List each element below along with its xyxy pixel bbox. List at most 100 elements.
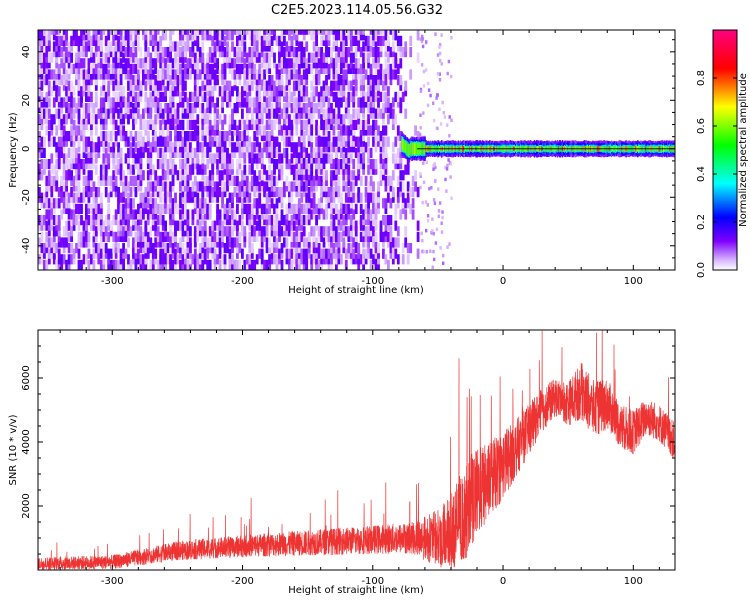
heatmap-cell — [396, 175, 400, 186]
heatmap-cell — [241, 35, 244, 46]
heatmap-cell — [139, 131, 143, 142]
heatmap-cell — [367, 203, 370, 214]
heatmap-cell — [184, 47, 187, 58]
heatmap-cell — [134, 63, 138, 74]
heatmap-cell — [433, 257, 436, 262]
heatmap-cell — [97, 254, 101, 265]
heatmap-cell — [40, 108, 44, 119]
heatmap-cell — [179, 209, 182, 220]
heatmap-cell — [43, 248, 46, 259]
heatmap-cell — [245, 259, 249, 270]
heatmap-cell — [231, 69, 234, 80]
heatmap-cell — [285, 125, 289, 136]
heatmap-cell — [250, 248, 254, 259]
heatmap-cell — [305, 237, 309, 248]
heatmap-cell — [146, 75, 150, 86]
heatmap-cell — [104, 248, 108, 259]
x-tick-label: -200 — [231, 276, 254, 287]
heatmap-cell — [176, 63, 180, 74]
heatmap-cell — [50, 119, 54, 130]
heatmap-cell — [114, 136, 118, 147]
heatmap-cell — [260, 254, 264, 265]
heatmap-cell — [114, 91, 118, 102]
heatmap-cell — [179, 159, 182, 170]
heatmap-cell — [52, 69, 56, 80]
heatmap-cell — [330, 108, 333, 119]
heatmap-cell — [273, 108, 276, 119]
heatmap-cell — [65, 153, 68, 164]
heatmap-cell — [186, 119, 190, 130]
heatmap-cell — [280, 187, 284, 198]
heatmap-cell — [278, 103, 281, 114]
heatmap-cell — [330, 153, 333, 164]
heatmap-cell — [122, 63, 125, 74]
heatmap-cell — [67, 231, 71, 242]
heatmap-cell — [275, 254, 279, 265]
heatmap-cell — [445, 189, 448, 193]
heatmap-cell — [436, 53, 440, 57]
heatmap-cell — [268, 75, 271, 86]
heatmap-cell — [307, 136, 311, 147]
heatmap-cell — [154, 203, 158, 214]
heatmap-cell — [181, 187, 185, 198]
heatmap-cell — [201, 125, 205, 136]
heatmap-cell — [181, 175, 185, 186]
heatmap-cell — [122, 114, 125, 125]
heatmap-cell — [92, 215, 96, 226]
heatmap-cell — [377, 69, 380, 80]
heatmap-cell — [384, 97, 388, 108]
heatmap-cell — [263, 231, 266, 242]
heatmap-cell — [203, 30, 207, 41]
heatmap-cell — [127, 226, 130, 237]
heatmap-cell — [122, 91, 125, 102]
heatmap-cell — [337, 164, 341, 175]
heatmap-cell — [226, 231, 229, 242]
heatmap-cell — [184, 30, 187, 41]
heatmap-cell — [389, 215, 393, 226]
heatmap-cell — [275, 35, 279, 46]
heatmap-cell — [335, 69, 338, 80]
heatmap-cell — [297, 259, 301, 270]
heatmap-cell — [344, 215, 348, 226]
heatmap-cell — [55, 159, 59, 170]
heatmap-cell — [117, 69, 120, 80]
heatmap-cell — [253, 30, 257, 35]
heatmap-cell — [193, 187, 197, 198]
heatmap-cell — [146, 170, 150, 181]
heatmap-cell — [359, 142, 363, 153]
heatmap-cell — [203, 136, 207, 147]
heatmap-cell — [50, 125, 54, 136]
heatmap-cell — [117, 198, 120, 209]
heatmap-cell — [129, 142, 133, 153]
heatmap-cell — [362, 237, 365, 248]
heatmap-cell — [409, 187, 413, 198]
heatmap-cell — [206, 58, 210, 69]
heatmap-cell — [354, 119, 358, 130]
heatmap-cell — [243, 47, 247, 58]
heatmap-cell — [201, 80, 205, 91]
heatmap-cell — [208, 209, 212, 220]
heatmap-cell — [250, 52, 254, 63]
heatmap-cell — [288, 125, 291, 136]
heatmap-cell — [196, 153, 200, 164]
heatmap-cell — [268, 203, 271, 214]
heatmap-cell — [357, 30, 361, 41]
heatmap-cell — [114, 30, 118, 41]
heatmap-cell — [129, 30, 133, 41]
heatmap-cell — [275, 75, 279, 86]
heatmap-cell — [268, 35, 271, 46]
heatmap-cell — [396, 91, 400, 102]
heatmap-cell — [265, 30, 269, 35]
heatmap-cell — [206, 103, 210, 114]
heatmap-cell — [432, 118, 436, 123]
heatmap-cell — [288, 187, 291, 198]
heatmap-cell — [315, 254, 318, 265]
heatmap-cell — [273, 187, 276, 198]
heatmap-cell — [391, 30, 395, 41]
heatmap-cell — [55, 35, 59, 46]
heatmap-cell — [112, 63, 116, 74]
heatmap-cell — [228, 80, 232, 91]
heatmap-cell — [231, 215, 234, 226]
heatmap-cell — [369, 164, 373, 175]
heatmap-cell — [258, 103, 262, 114]
